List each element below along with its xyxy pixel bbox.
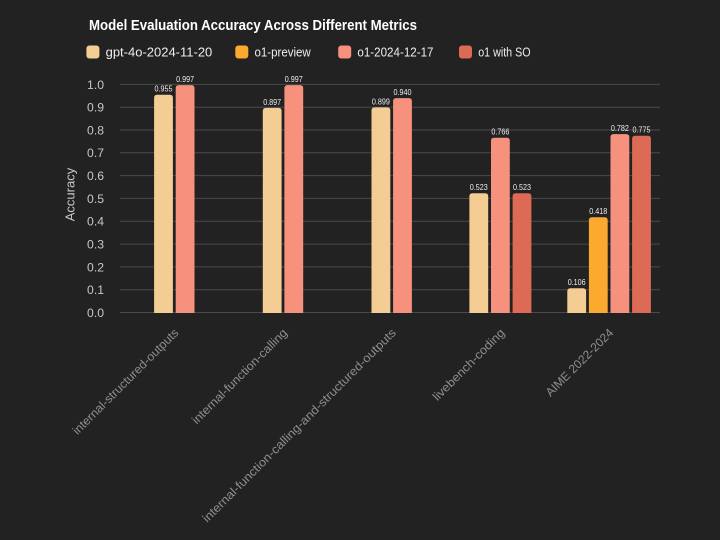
- svg-text:0.1: 0.1: [87, 283, 104, 297]
- svg-text:0.997: 0.997: [285, 74, 303, 84]
- svg-text:0.8: 0.8: [87, 123, 104, 137]
- svg-text:Accuracy: Accuracy: [64, 167, 78, 221]
- svg-text:0.0: 0.0: [87, 306, 104, 320]
- svg-text:o1 with SO: o1 with SO: [478, 46, 531, 60]
- svg-text:0.523: 0.523: [470, 182, 488, 192]
- svg-text:0.7: 0.7: [87, 146, 104, 160]
- svg-text:AIME 2022-2024: AIME 2022-2024: [543, 325, 617, 399]
- svg-text:Model Evaluation Accuracy Acro: Model Evaluation Accuracy Across Differe…: [89, 17, 417, 34]
- svg-text:o1-preview: o1-preview: [255, 46, 312, 60]
- svg-text:0.6: 0.6: [87, 169, 104, 183]
- svg-text:internal-structured-outputs: internal-structured-outputs: [70, 326, 182, 438]
- svg-text:0.997: 0.997: [176, 74, 194, 84]
- svg-text:0.3: 0.3: [87, 238, 104, 252]
- svg-text:0.418: 0.418: [589, 206, 607, 216]
- svg-text:internal-function-calling: internal-function-calling: [189, 326, 290, 427]
- svg-text:0.899: 0.899: [372, 96, 390, 106]
- svg-text:1.0: 1.0: [87, 78, 104, 92]
- svg-text:0.2: 0.2: [87, 260, 104, 274]
- svg-text:0.897: 0.897: [263, 97, 281, 107]
- svg-text:internal-function-calling-and-: internal-function-calling-and-structured…: [199, 326, 398, 525]
- svg-text:livebench-coding: livebench-coding: [430, 326, 508, 404]
- svg-text:0.766: 0.766: [491, 127, 509, 137]
- svg-text:0.4: 0.4: [87, 215, 104, 229]
- svg-text:0.5: 0.5: [87, 192, 104, 206]
- svg-text:0.955: 0.955: [155, 84, 173, 94]
- svg-text:0.523: 0.523: [513, 182, 531, 192]
- svg-text:0.775: 0.775: [633, 125, 651, 135]
- svg-text:0.106: 0.106: [568, 277, 586, 287]
- svg-text:gpt-4o-2024-11-20: gpt-4o-2024-11-20: [106, 46, 213, 60]
- svg-text:0.782: 0.782: [611, 123, 629, 133]
- svg-text:0.940: 0.940: [394, 87, 412, 97]
- svg-text:o1-2024-12-17: o1-2024-12-17: [357, 46, 433, 60]
- svg-text:0.9: 0.9: [87, 101, 104, 115]
